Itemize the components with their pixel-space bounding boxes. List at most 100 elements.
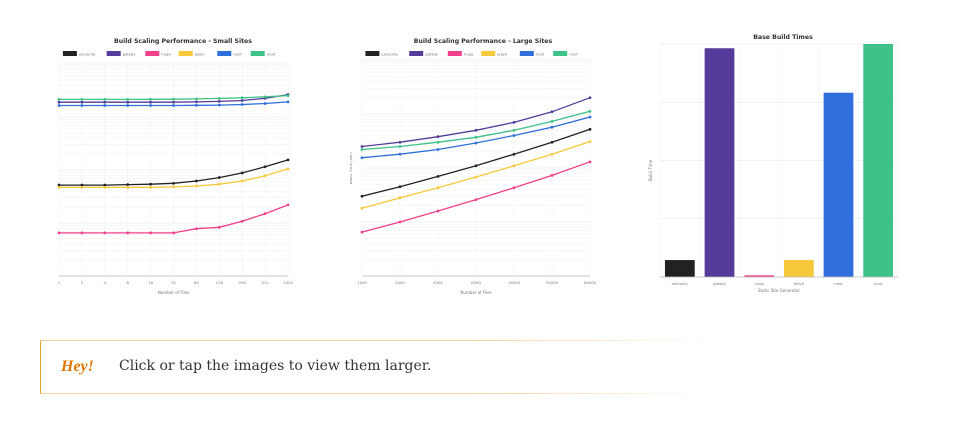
- data-point-hugo: [240, 219, 244, 223]
- data-point-eleventy: [436, 174, 440, 178]
- x-tick-label: 2: [81, 280, 84, 285]
- data-point-eleventy: [286, 158, 290, 162]
- data-point-hugo: [149, 231, 152, 235]
- base-build-times-chart[interactable]: Base Build Times eleventy gatsby hugo jekyll…: [648, 30, 902, 300]
- data-point-nuxt: [286, 94, 290, 98]
- data-point-hugo: [436, 209, 440, 213]
- x-tick-label: 8000: [471, 280, 481, 285]
- data-point-gatsby: [474, 128, 478, 132]
- data-point-eleventy: [57, 183, 61, 187]
- legend-label-eleventy: eleventy: [381, 52, 398, 57]
- data-point-nuxt: [263, 95, 267, 99]
- data-point-jekyll: [588, 140, 592, 143]
- x-tick-label: jekyll: [793, 281, 804, 286]
- data-point-nuxt: [195, 97, 198, 101]
- data-point-jekyll: [286, 167, 290, 171]
- data-point-nuxt: [172, 97, 175, 101]
- data-point-gatsby: [550, 110, 554, 114]
- data-point-gatsby: [172, 100, 175, 104]
- data-point-gatsby: [240, 99, 244, 102]
- data-point-next: [217, 103, 221, 107]
- data-point-gatsby: [588, 96, 592, 100]
- x-tick-label: 256: [239, 280, 247, 285]
- data-point-eleventy: [360, 194, 364, 198]
- data-point-nuxt: [360, 148, 364, 151]
- data-point-hugo: [512, 186, 516, 190]
- data-point-hugo: [172, 231, 175, 235]
- chart-title: Base Build Times: [753, 34, 813, 41]
- data-point-hugo: [195, 227, 198, 231]
- legend-swatch-next: [217, 51, 232, 56]
- data-point-jekyll: [103, 185, 107, 189]
- x-tick-label: nuxt: [874, 281, 883, 286]
- x-tick-label: eleventy: [672, 281, 689, 286]
- legend-label-hugo: hugo: [161, 52, 171, 57]
- y-axis-label: Build Time (sec): [350, 151, 353, 184]
- legend-label-gatsby: gatsby: [123, 52, 137, 57]
- data-point-next: [286, 100, 290, 104]
- legend-label-next: next: [536, 52, 545, 57]
- legend-label-nuxt: nuxt: [569, 52, 578, 57]
- data-point-nuxt: [80, 97, 84, 101]
- large-sites-chart[interactable]: Build Scaling Performance - Large Sites e…: [350, 30, 600, 300]
- data-point-gatsby: [57, 100, 61, 104]
- data-point-next: [149, 104, 152, 107]
- x-tick-label: next: [834, 281, 843, 286]
- x-tick-label: 16000: [508, 280, 521, 285]
- data-point-eleventy: [149, 182, 152, 186]
- data-point-nuxt: [240, 96, 244, 100]
- data-point-next: [398, 152, 402, 156]
- bar-jekyll: [783, 260, 814, 277]
- x-tick-label: 2000: [395, 280, 405, 285]
- data-point-hugo: [217, 225, 221, 229]
- data-point-nuxt: [57, 97, 61, 101]
- data-point-gatsby: [512, 120, 516, 124]
- legend-label-next: next: [233, 52, 242, 57]
- data-point-eleventy: [172, 181, 175, 185]
- data-point-hugo: [550, 173, 554, 177]
- data-point-nuxt: [550, 119, 554, 123]
- data-point-eleventy: [195, 179, 198, 183]
- legend-swatch-nuxt: [553, 51, 568, 56]
- data-point-next: [512, 134, 516, 137]
- data-point-gatsby: [217, 99, 221, 103]
- data-point-jekyll: [512, 164, 516, 168]
- bar-hugo: [744, 275, 775, 277]
- data-point-next: [588, 115, 592, 119]
- x-tick-label: 8: [126, 280, 129, 285]
- data-point-eleventy: [240, 171, 244, 175]
- legend-swatch-hugo: [145, 51, 160, 56]
- x-tick-label: 16: [148, 280, 153, 285]
- legend-swatch-jekyll: [481, 51, 496, 56]
- legend-label-jekyll: jekyll: [194, 52, 205, 57]
- data-point-eleventy: [103, 183, 107, 187]
- data-point-jekyll: [550, 152, 554, 156]
- data-point-jekyll: [57, 185, 61, 189]
- data-point-nuxt: [588, 109, 592, 113]
- data-point-jekyll: [195, 184, 198, 188]
- x-tick-label: 64000: [584, 280, 597, 285]
- data-point-eleventy: [263, 165, 267, 169]
- data-point-eleventy: [126, 183, 130, 187]
- data-point-gatsby: [195, 100, 198, 104]
- data-point-gatsby: [126, 100, 130, 104]
- legend-swatch-gatsby: [409, 51, 424, 56]
- data-point-eleventy: [398, 185, 402, 189]
- data-point-nuxt: [217, 97, 221, 100]
- legend-swatch-jekyll: [178, 51, 193, 56]
- data-point-hugo: [398, 220, 402, 224]
- data-point-nuxt: [436, 140, 440, 144]
- x-tick-label: 1: [58, 280, 61, 285]
- bar-nuxt: [863, 44, 894, 277]
- legend-swatch-eleventy: [62, 51, 77, 56]
- legend-swatch-nuxt: [250, 51, 265, 56]
- data-point-next: [172, 104, 175, 107]
- data-point-hugo: [286, 203, 290, 207]
- data-point-jekyll: [126, 185, 130, 189]
- data-point-next: [103, 104, 107, 107]
- legend-label-hugo: hugo: [464, 52, 474, 57]
- small-sites-chart[interactable]: Build Scaling Performance - Small Sites e…: [52, 30, 298, 300]
- x-axis-label: Number of Files: [158, 290, 189, 295]
- x-tick-label: 1000: [357, 280, 367, 285]
- data-point-nuxt: [512, 128, 516, 132]
